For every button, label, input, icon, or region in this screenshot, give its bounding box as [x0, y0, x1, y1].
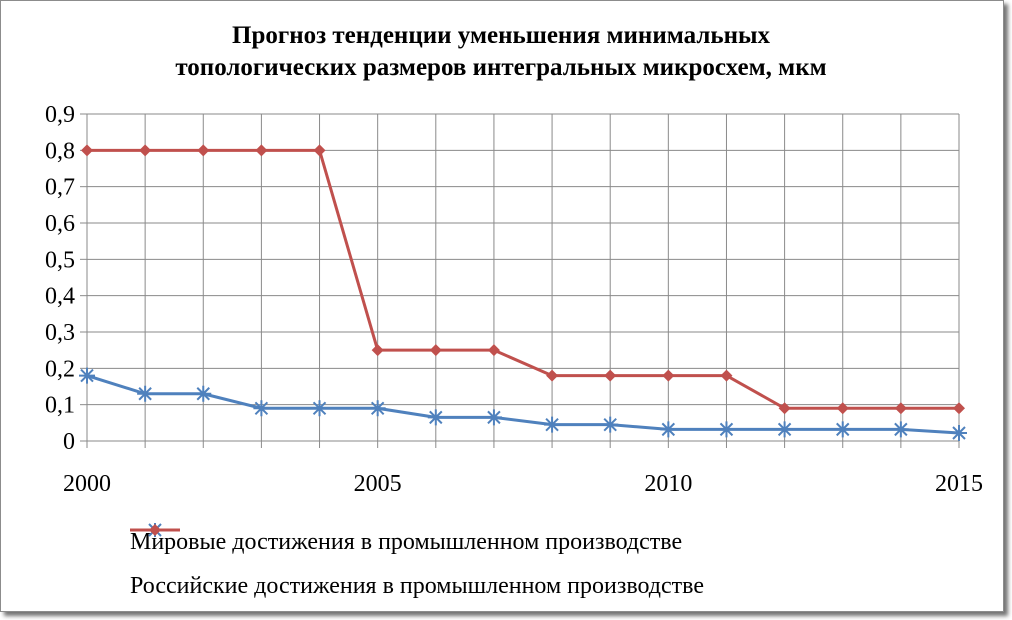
y-tick-label: 0,7 [45, 175, 75, 201]
data-point-series-2 [197, 144, 210, 157]
y-tick-label: 0,3 [45, 320, 75, 346]
series-line-1 [86, 374, 960, 435]
chart-title: Прогноз тенденции уменьшения минимальных… [0, 20, 1002, 84]
y-tick-label: 0,9 [45, 102, 75, 128]
y-tick-label: 0,5 [45, 247, 75, 273]
data-point-series-2 [429, 344, 442, 357]
x-tick-label: 2000 [63, 471, 111, 497]
data-point-series-2 [836, 402, 849, 415]
legend-label-russia: Российские достижения в промышленном про… [130, 572, 704, 599]
data-point-series-2 [662, 369, 675, 382]
data-point-series-1 [544, 416, 561, 433]
data-point-series-2 [546, 369, 559, 382]
legend-key-russia [130, 524, 180, 536]
data-point-series-1 [253, 400, 270, 417]
data-point-series-1 [79, 367, 95, 384]
data-point-series-1 [195, 385, 212, 402]
data-point-series-2 [953, 402, 965, 415]
data-point-series-1 [776, 421, 793, 438]
data-point-series-1 [427, 409, 444, 426]
data-point-series-1 [951, 425, 967, 442]
legend-item-russia: Российские достижения в промышленном про… [130, 524, 950, 608]
y-tick-label: 0,6 [45, 211, 75, 237]
y-tick-label: 0,4 [45, 284, 75, 310]
data-point-series-2 [81, 144, 93, 157]
series-line-2 [87, 148, 959, 410]
data-point-series-1 [834, 421, 851, 438]
data-point-series-2 [778, 402, 791, 415]
x-tick-label: 2005 [354, 471, 402, 497]
data-point-series-1 [137, 385, 154, 402]
data-point-series-1 [660, 421, 677, 438]
data-point-series-1 [892, 421, 909, 438]
x-tick-label: 2015 [935, 471, 983, 497]
y-tick-label: 0,1 [45, 393, 75, 419]
data-point-series-2 [604, 369, 617, 382]
data-point-series-2 [720, 369, 733, 382]
data-point-series-2 [255, 144, 268, 157]
y-tick-label: 0,2 [45, 356, 75, 382]
legend-item-world: Мировые достижения в промышленном произв… [130, 520, 950, 564]
legend-label-world: Мировые достижения в промышленном произв… [130, 528, 683, 555]
data-point-series-2 [313, 144, 326, 157]
data-point-series-1 [602, 416, 619, 433]
data-point-series-2 [139, 144, 152, 157]
legend: Мировые достижения в промышленном произв… [130, 520, 950, 608]
data-point-series-1 [311, 400, 328, 417]
data-point-series-1 [485, 409, 502, 426]
data-point-series-1 [369, 400, 386, 417]
data-point-series-2 [371, 344, 384, 357]
chart-title-line-2: топологических размеров интегральных мик… [175, 54, 827, 81]
y-tick-label: 0,8 [45, 138, 75, 164]
data-point-series-2 [487, 344, 500, 357]
chart-title-line-1: Прогноз тенденции уменьшения минимальных [232, 22, 770, 49]
line-chart: 0 0,1 0,2 0,3 0,4 0,5 0,6 0,7 0,8 0,9 2000 2005 2010… [45, 102, 983, 497]
chart-frame [0, 0, 1004, 612]
data-point-series-1 [718, 421, 735, 438]
data-point-series-2 [894, 402, 907, 415]
x-tick-label: 2010 [644, 471, 692, 497]
y-tick-label: 0 [63, 429, 75, 455]
